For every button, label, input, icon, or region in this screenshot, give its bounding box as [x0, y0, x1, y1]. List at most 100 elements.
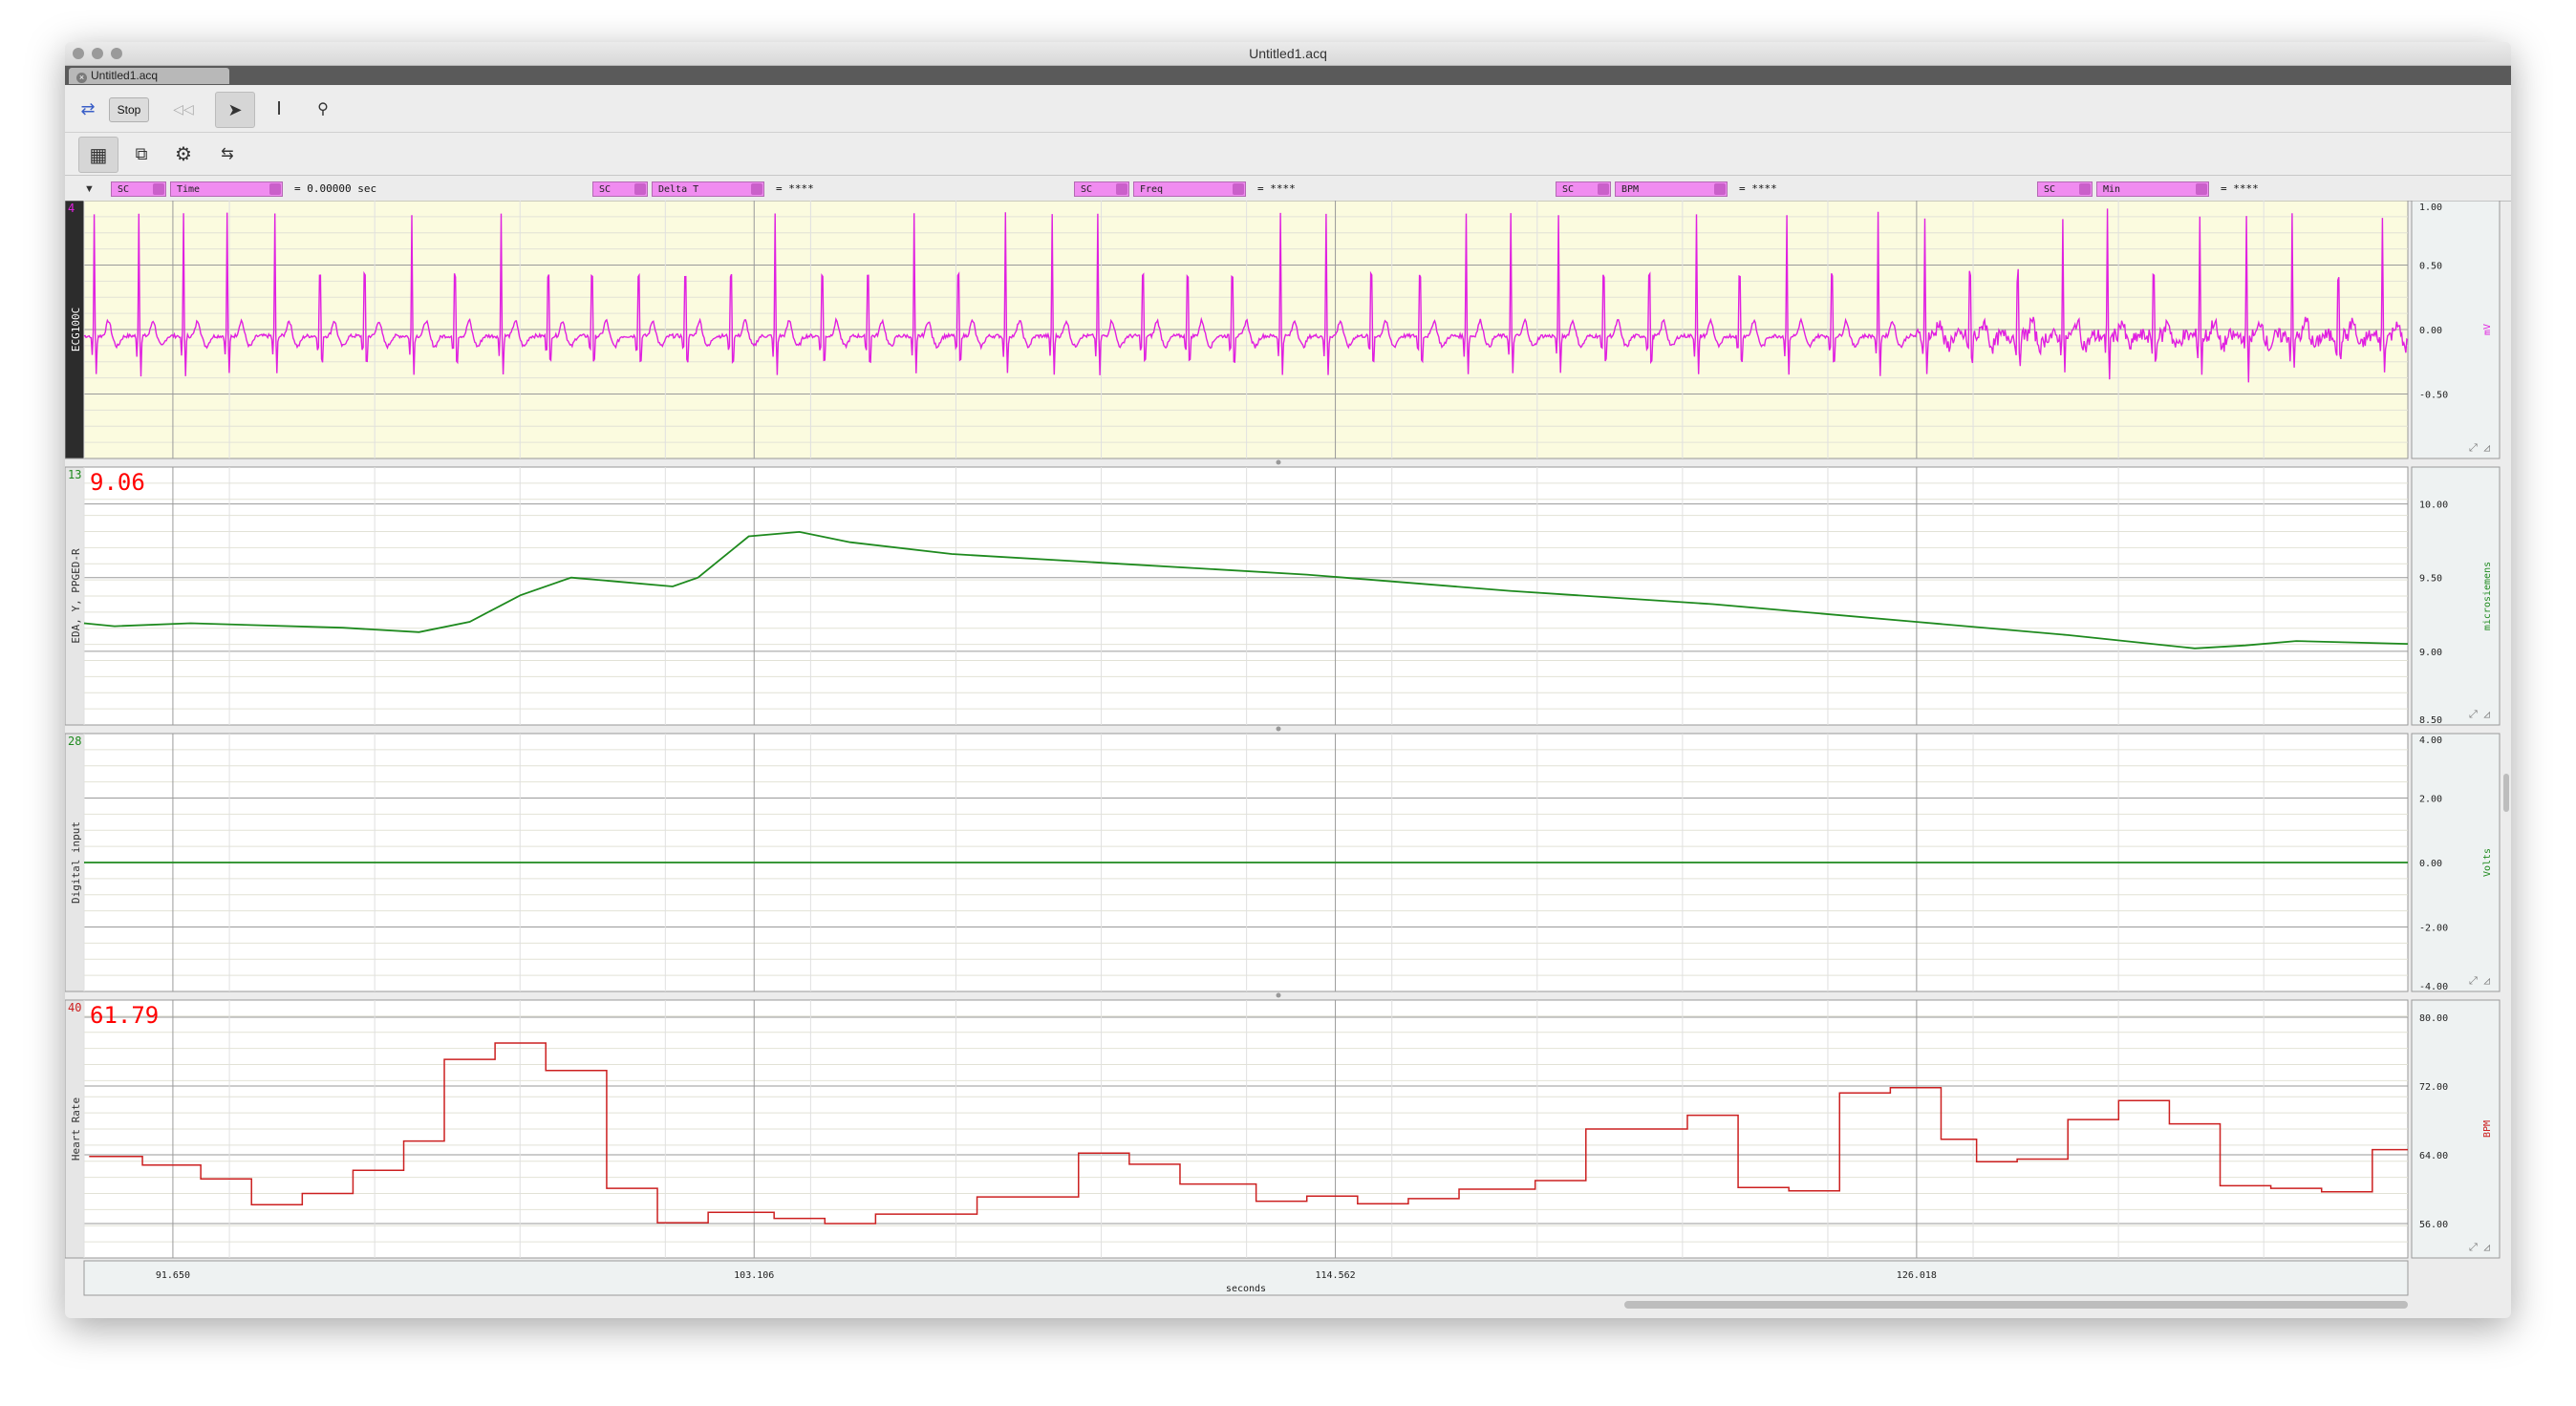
arrow-tool-icon[interactable]: ➤: [215, 92, 255, 128]
axis-tick-label: 4.00: [2419, 735, 2442, 746]
dropdown-arrow-icon[interactable]: [1116, 183, 1127, 195]
time-tick-label: 126.018: [1897, 1270, 1937, 1281]
document-tab[interactable]: × Untitled1.acq: [69, 68, 229, 84]
time-axis-label: seconds: [1226, 1284, 1266, 1294]
channel-unit-label: BPM: [2482, 1120, 2493, 1138]
measurement-toggle-icon[interactable]: ▼: [84, 183, 95, 195]
autoscale-icon[interactable]: ⇆: [221, 146, 234, 162]
measurement-value: = ****: [2221, 182, 2259, 195]
axis-tick-label: 9.00: [2419, 648, 2442, 658]
horizontal-scrollbar[interactable]: [1624, 1301, 2408, 1309]
autoscale-icon: ⤢ ◿: [2469, 974, 2490, 987]
zoom-window-button[interactable]: [111, 48, 122, 59]
heart-rate-trace: [89, 1042, 2408, 1225]
app-window: Untitled1.acq × Untitled1.acq ⇄ Stop ◁◁ ➤…: [65, 42, 2511, 1318]
axis-tick-label: 0.00: [2419, 859, 2442, 869]
dropdown-arrow-icon[interactable]: [751, 183, 762, 195]
time-tick-label: 114.562: [1315, 1270, 1355, 1281]
display-toolbar: ▦ ⧉ ⚙ ⇆: [65, 133, 2511, 176]
start-stop-icon[interactable]: ⇄: [80, 98, 96, 118]
channel-4-panel[interactable]: 4 ECG100C 1.00 0.50 0.00 -0.50 mV ⤢ ◿: [65, 201, 2501, 459]
measurement-type-select[interactable]: Time: [170, 181, 283, 197]
dropdown-arrow-icon[interactable]: [634, 183, 646, 195]
minimize-window-button[interactable]: [92, 48, 103, 59]
axis-panel-background: [2411, 733, 2501, 992]
channel-40-panel[interactable]: 40 Heart Rate 80.00 72.00 64.00 56.00 BPM ⤢ ◿ 61…: [65, 999, 2501, 1259]
axis-tick-label: 0.00: [2419, 326, 2442, 336]
axis-tick-label: -2.00: [2419, 924, 2448, 934]
autoscale-icon: ⤢ ◿: [2469, 441, 2490, 454]
channel-unit-label: microsiemens: [2482, 562, 2493, 630]
dropdown-arrow-icon[interactable]: [1233, 183, 1244, 195]
dropdown-arrow-icon[interactable]: [1598, 183, 1609, 195]
measurement-type-select[interactable]: Freq: [1133, 181, 1246, 197]
measurement-type-select[interactable]: BPM: [1615, 181, 1728, 197]
time-tick-label: 91.650: [156, 1270, 190, 1281]
tab-bar: × Untitled1.acq: [65, 66, 2511, 85]
measurement-value: = ****: [1257, 182, 1296, 195]
stop-button[interactable]: Stop: [109, 97, 149, 122]
time-axis-background: [83, 1260, 2409, 1296]
minor-gridlines: [84, 482, 2408, 710]
channel-unit-label: mV: [2482, 324, 2493, 335]
channel-number: 28: [68, 735, 81, 748]
channel-axis-panel: 4.00 2.00 0.00 -2.00 -4.00 Volts ⤢ ◿: [2411, 733, 2501, 992]
channel-label: ECG100C: [70, 308, 82, 352]
axis-tick-label: 64.00: [2419, 1151, 2448, 1161]
axis-tick-label: 56.00: [2419, 1220, 2448, 1230]
axis-tick-label: 2.00: [2419, 795, 2442, 805]
channel-axis-panel: 10.00 9.50 9.00 8.50 microsiemens ⤢ ◿: [2411, 466, 2501, 726]
dropdown-arrow-icon[interactable]: [269, 183, 281, 195]
channel-value-readout: 61.79: [90, 1002, 159, 1029]
close-tab-icon[interactable]: ×: [76, 73, 87, 83]
channel-40-waveform: [89, 1042, 2408, 1225]
measurement-source-select[interactable]: SC: [592, 181, 648, 197]
channel-number: 13: [68, 468, 81, 481]
ecg-trace: [83, 208, 2409, 383]
lane-resize-handle: [1276, 726, 1281, 732]
eda-trace: [83, 530, 2409, 650]
axis-panel-background: [2411, 201, 2501, 459]
vertical-scrollbar[interactable]: [2503, 774, 2509, 812]
measurement-source-select[interactable]: SC: [1556, 181, 1611, 197]
overlap-channels-icon[interactable]: ⧉: [135, 143, 148, 163]
measurement-type-select[interactable]: Min: [2096, 181, 2209, 197]
measurement-value: = ****: [1739, 182, 1777, 195]
axis-tick-label: 80.00: [2419, 1013, 2448, 1024]
channel-13-waveform: [83, 530, 2409, 650]
measurement-source-select[interactable]: SC: [2037, 181, 2093, 197]
time-axis: 91.650 103.106 114.562 126.018 seconds: [83, 1260, 2409, 1296]
channel-4-waveform: [83, 208, 2409, 383]
dropdown-arrow-icon[interactable]: [1714, 183, 1726, 195]
time-tick-label: 103.106: [734, 1270, 774, 1281]
autoscale-icon: ⤢ ◿: [2469, 1241, 2490, 1253]
lane-resize-handle: [1276, 992, 1281, 998]
measurement-type-select[interactable]: Delta T: [652, 181, 764, 197]
axis-tick-label: -4.00: [2419, 982, 2448, 992]
rewind-icon[interactable]: ◁◁: [173, 100, 194, 117]
dropdown-arrow-icon[interactable]: [2196, 183, 2207, 195]
measurement-value: = 0.00000 sec: [294, 182, 377, 195]
channel-13-panel[interactable]: 13 EDA, Y, PPGED-R 10.00 9.50 9.00 8.50 micros…: [65, 466, 2501, 726]
grid-icon[interactable]: ▦: [78, 137, 118, 173]
dropdown-arrow-icon[interactable]: [2079, 183, 2091, 195]
zoom-tool-icon[interactable]: ⚲: [317, 101, 329, 117]
channel-value-readout: 9.06: [90, 469, 145, 496]
axis-panel-background: [2411, 999, 2501, 1259]
measurement-source-select[interactable]: SC: [111, 181, 166, 197]
axis-panel-background: [2411, 466, 2501, 726]
close-window-button[interactable]: [73, 48, 84, 59]
channel-number: 4: [68, 202, 75, 215]
measurement-value: = ****: [776, 182, 814, 195]
channel-plot-area[interactable]: 4 ECG100C 1.00 0.50 0.00 -0.50 mV ⤢ ◿ 13 EDA, Y, …: [65, 201, 2511, 1318]
channel-label: Heart Rate: [70, 1097, 82, 1161]
channel-28-panel[interactable]: 28 Digital input 4.00 2.00 0.00 -2.00 -4.00 Vol…: [65, 733, 2501, 992]
channel-unit-label: Volts: [2482, 848, 2493, 877]
settings-gear-icon[interactable]: ⚙: [175, 143, 192, 165]
measurement-source-select[interactable]: SC: [1074, 181, 1129, 197]
channel-axis-panel: 1.00 0.50 0.00 -0.50 mV ⤢ ◿: [2411, 201, 2501, 459]
ibeam-tool-icon[interactable]: I: [276, 97, 282, 119]
axis-tick-label: 72.00: [2419, 1082, 2448, 1093]
dropdown-arrow-icon[interactable]: [153, 183, 164, 195]
autoscale-icon: ⤢ ◿: [2469, 708, 2490, 720]
